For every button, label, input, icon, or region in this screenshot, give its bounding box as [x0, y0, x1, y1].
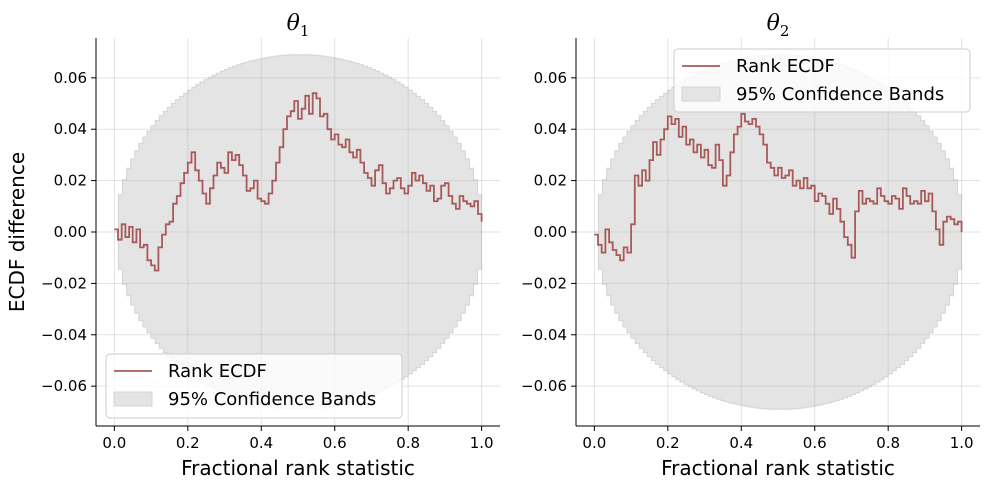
x-tick-label: 0.6 [803, 434, 827, 452]
y-tick-label: 0.06 [534, 69, 567, 87]
y-tick-label: 0.04 [54, 120, 87, 138]
x-tick-label: 0.4 [249, 434, 273, 452]
y-tick-label: −0.02 [521, 274, 567, 292]
y-tick-label: −0.04 [521, 326, 567, 344]
y-tick-label: 0.00 [54, 223, 87, 241]
legend: Rank ECDF 95% Confidence Bands [673, 48, 971, 113]
panel-title: θ2 [767, 11, 790, 40]
y-tick-label: −0.04 [41, 326, 87, 344]
legend-band-swatch [681, 86, 721, 102]
legend-label-confidence-bands: 95% Confidence Bands [736, 84, 944, 105]
x-tick-label: 0.0 [102, 434, 126, 452]
tick-labels-layer: 0.0 0.2 0.4 0.6 0.8 1.0 −0.06 −0.04 −0.02 0.00 0.0… [521, 69, 974, 452]
legend-label-rank-ecdf: Rank ECDF [736, 56, 835, 77]
tick-labels-layer: 0.0 0.2 0.4 0.6 0.8 1.0 −0.06 −0.04 −0.02 0.00 0.0… [41, 69, 494, 452]
legend-label-confidence-bands: 95% Confidence Bands [168, 389, 376, 410]
x-axis-label: Fractional rank statistic [181, 456, 415, 480]
series-line-rank-ecdf [594, 112, 963, 262]
y-axis-label: ECDF difference [5, 152, 29, 312]
chart-panel-theta-2: 0.0 0.2 0.4 0.6 0.8 1.0 −0.06 −0.04 −0.02 0.00 0.0… [521, 11, 980, 480]
legend-box [105, 353, 403, 419]
legend-box [673, 48, 971, 113]
ecdf-line-layer [114, 92, 483, 272]
x-tick-label: 1.0 [950, 434, 974, 452]
legend: Rank ECDF 95% Confidence Bands [105, 353, 403, 419]
ecdf-line-layer [594, 112, 963, 262]
x-tick-label: 0.8 [396, 434, 420, 452]
y-tick-label: 0.06 [54, 69, 87, 87]
x-tick-label: 0.2 [176, 434, 200, 452]
y-tick-label: 0.02 [54, 172, 87, 190]
y-tick-label: 0.00 [534, 223, 567, 241]
y-tick-label: −0.02 [41, 274, 87, 292]
y-tick-label: −0.06 [41, 377, 87, 395]
legend-label-rank-ecdf: Rank ECDF [168, 361, 267, 382]
x-tick-label: 1.0 [470, 434, 494, 452]
x-tick-label: 0.4 [729, 434, 753, 452]
x-tick-label: 0.2 [656, 434, 680, 452]
x-tick-label: 0.6 [323, 434, 347, 452]
y-tick-label: 0.02 [534, 172, 567, 190]
x-axis-label: Fractional rank statistic [661, 456, 895, 480]
chart-panel-theta-1: 0.0 0.2 0.4 0.6 0.8 1.0 −0.06 −0.04 −0.02 0.00 0.0… [5, 11, 500, 480]
x-tick-label: 0.8 [876, 434, 900, 452]
y-tick-label: −0.06 [521, 377, 567, 395]
legend-band-swatch [113, 391, 153, 407]
y-tick-label: 0.04 [534, 120, 567, 138]
panel-title: θ1 [287, 11, 310, 40]
x-tick-label: 0.0 [582, 434, 606, 452]
series-line-rank-ecdf [114, 92, 483, 272]
